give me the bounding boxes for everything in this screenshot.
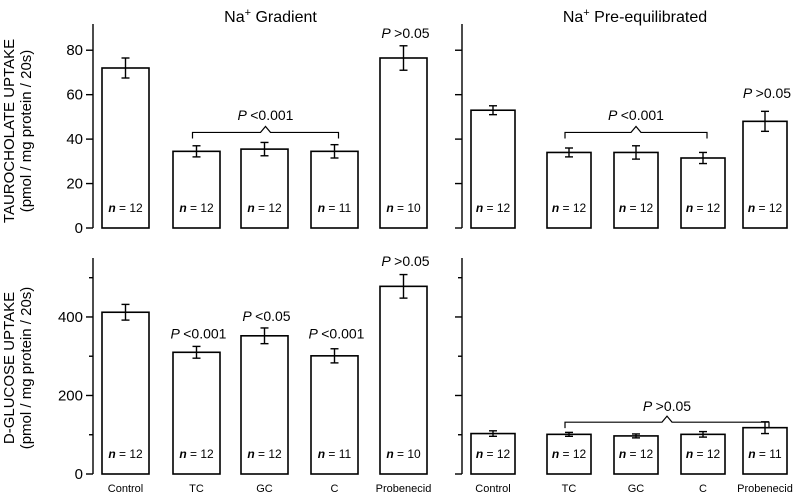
y-tick-label: 80 — [66, 42, 83, 59]
n-label: n = 12 — [619, 447, 654, 461]
category-label: C — [331, 483, 339, 495]
n-label: n = 12 — [686, 447, 721, 461]
bar-tc — [172, 150, 221, 229]
n-label: n = 12 — [247, 447, 282, 461]
n-label: n = 10 — [386, 447, 421, 461]
y-tick-label: 0 — [75, 220, 83, 237]
panel-bottom-left: 0 200 400 n = 12 Control n = 12 TC n = 12 GC n = … — [58, 253, 431, 495]
significance-brace — [191, 125, 340, 139]
y-tick-label: 200 — [58, 387, 83, 404]
n-label: n = 12 — [247, 201, 282, 215]
n-label: n = 12 — [686, 201, 721, 215]
significance-brace — [564, 415, 770, 429]
bar-probenecid — [742, 120, 788, 229]
bar-gc — [240, 335, 289, 475]
panel-bottom-right: n = 12 Control n = 12 TC n = 12 GC n = 12 Cn = … — [455, 258, 793, 495]
bar-c — [680, 157, 726, 229]
y-title-bottom-line2: (pmol / mg protein / 20s) — [18, 287, 35, 450]
n-label: n = 12 — [108, 201, 143, 215]
bar-tc — [172, 351, 221, 475]
p-value-label: P >0.05 — [743, 85, 791, 101]
y-tick-label: 40 — [66, 131, 83, 148]
n-label: n = 11 — [318, 201, 352, 215]
y-tick-label: 0 — [75, 466, 83, 483]
p-value-label: P <0.001 — [238, 107, 294, 123]
bar-gc — [240, 148, 289, 229]
n-label: n = 12 — [552, 447, 587, 461]
p-value-label: P >0.05 — [643, 398, 691, 414]
n-label: n = 12 — [552, 201, 587, 215]
panel-top-right: Na+ Pre-equilibrated n = 12 n = 12 n = 12 n … — [455, 7, 791, 229]
p-value-label: P <0.001 — [171, 326, 227, 342]
panel-title: Na+ Pre-equilibrated — [563, 7, 707, 26]
bar-gc — [613, 151, 659, 229]
category-label: Probenecid — [737, 483, 793, 495]
panel-title: Na+ Gradient — [224, 7, 317, 26]
bar-tc — [546, 433, 592, 475]
p-value-label: P <0.001 — [608, 107, 664, 123]
p-value-label: P <0.05 — [242, 308, 290, 324]
n-label: n = 10 — [386, 201, 421, 215]
y-title-bottom-line1: D-GLUCOSE UPTAKE — [1, 292, 18, 444]
y-title-top-line1: TAUROCHOLATE UPTAKE — [1, 39, 18, 223]
p-value-label: P >0.05 — [381, 25, 429, 41]
category-label: Control — [475, 483, 510, 495]
n-label: n = 12 — [748, 201, 783, 215]
p-value-label: P >0.05 — [381, 253, 429, 269]
category-label: TC — [562, 483, 577, 495]
y-tick-label: 400 — [58, 309, 83, 326]
category-label: Control — [108, 483, 143, 495]
y-tick-label: 20 — [66, 176, 83, 193]
bar-control — [470, 109, 516, 229]
n-label: n = 12 — [476, 447, 511, 461]
significance-brace — [564, 125, 708, 139]
n-label: n = 12 — [179, 447, 214, 461]
bar-gc — [613, 435, 659, 475]
n-label: n = 11 — [748, 447, 782, 461]
bar-c — [310, 150, 359, 229]
bar-probenecid — [742, 426, 788, 475]
bar-tc — [546, 151, 592, 229]
n-label: n = 12 — [619, 201, 654, 215]
category-label: C — [699, 483, 707, 495]
y-title-top-line2: (pmol / mg protein / 20s) — [18, 50, 35, 213]
category-label: GC — [628, 483, 645, 495]
y-tick-label: 60 — [66, 87, 83, 104]
n-label: n = 11 — [318, 447, 352, 461]
panel-top-left: 0 20 40 60 80 Na+ Gradient n = 12 n = 12 n = 12 n… — [66, 7, 429, 237]
bar-probenecid — [379, 285, 428, 475]
bar-control — [101, 67, 150, 229]
n-label: n = 12 — [179, 201, 214, 215]
n-label: n = 12 — [108, 447, 143, 461]
n-label: n = 12 — [476, 201, 511, 215]
p-value-label: P <0.001 — [309, 326, 365, 342]
category-label: Probenecid — [376, 483, 432, 495]
category-label: GC — [256, 483, 273, 495]
category-label: TC — [189, 483, 204, 495]
